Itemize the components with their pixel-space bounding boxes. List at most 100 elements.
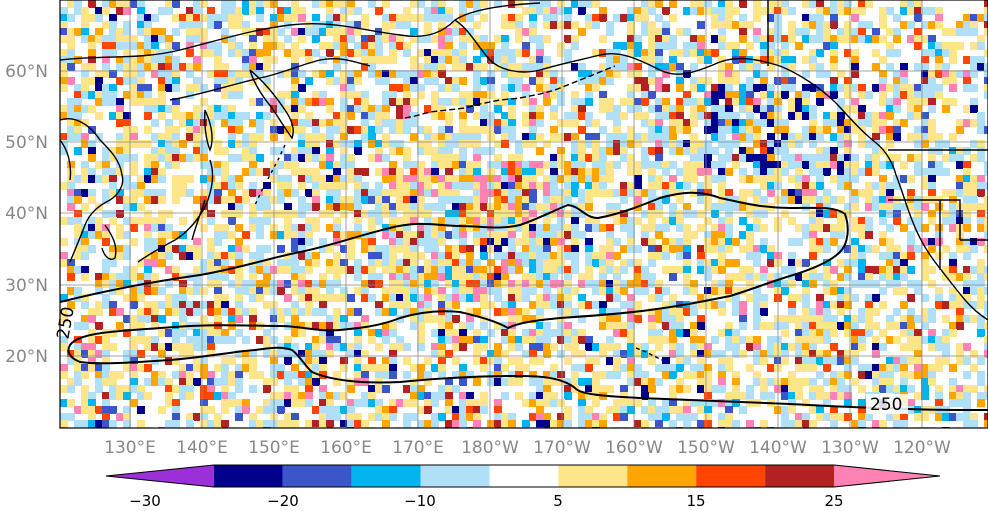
anomaly-cell (963, 70, 971, 78)
anomaly-cell (879, 378, 887, 386)
anomaly-cell (557, 294, 565, 302)
anomaly-cell (494, 378, 502, 386)
anomaly-cell (767, 252, 775, 260)
anomaly-cell (417, 126, 425, 134)
anomaly-cell (515, 28, 523, 36)
anomaly-cell (837, 168, 845, 176)
anomaly-cell (263, 203, 271, 211)
anomaly-cell (746, 336, 754, 344)
anomaly-cell (235, 252, 243, 260)
anomaly-cell (291, 252, 299, 260)
anomaly-cell (900, 266, 908, 274)
anomaly-cell (578, 7, 586, 15)
anomaly-cell (732, 119, 740, 127)
anomaly-cell (599, 273, 607, 281)
anomaly-cell (697, 252, 705, 260)
anomaly-cell (585, 140, 593, 148)
anomaly-cell (732, 196, 740, 204)
anomaly-cell (382, 245, 390, 253)
anomaly-cell (662, 42, 670, 50)
anomaly-cell (473, 182, 481, 190)
anomaly-cell (67, 378, 75, 386)
anomaly-cell (81, 168, 89, 176)
anomaly-cell (95, 231, 103, 239)
anomaly-cell (837, 133, 845, 141)
anomaly-cell (263, 0, 271, 8)
anomaly-cell (207, 259, 215, 267)
anomaly-cell (865, 196, 873, 204)
anomaly-cell (809, 231, 817, 239)
anomaly-cell (410, 98, 418, 106)
anomaly-cell (396, 217, 404, 225)
anomaly-cell (410, 196, 418, 204)
anomaly-cell (403, 154, 411, 162)
anomaly-cell (557, 399, 565, 407)
anomaly-cell (956, 238, 964, 246)
anomaly-cell (228, 280, 236, 288)
anomaly-cell (795, 168, 803, 176)
anomaly-cell (739, 273, 747, 281)
anomaly-cell (970, 245, 978, 253)
anomaly-cell (543, 287, 551, 295)
anomaly-cell (368, 154, 376, 162)
anomaly-cell (235, 119, 243, 127)
anomaly-cell (291, 315, 299, 323)
anomaly-cell (438, 329, 446, 337)
anomaly-cell (431, 154, 439, 162)
anomaly-cell (823, 28, 831, 36)
anomaly-cell (200, 385, 208, 393)
anomaly-cell (466, 126, 474, 134)
anomaly-cell (277, 189, 285, 197)
anomaly-cell (389, 294, 397, 302)
anomaly-cell (634, 350, 642, 358)
anomaly-cell (886, 413, 894, 421)
anomaly-cell (508, 154, 516, 162)
anomaly-cell (410, 238, 418, 246)
anomaly-cell (816, 98, 824, 106)
anomaly-cell (900, 203, 908, 211)
anomaly-cell (529, 77, 537, 85)
anomaly-cell (760, 161, 768, 169)
anomaly-cell (326, 189, 334, 197)
anomaly-cell (627, 357, 635, 365)
anomaly-cell (417, 140, 425, 148)
anomaly-cell (963, 238, 971, 246)
anomaly-cell (900, 413, 908, 421)
anomaly-cell (837, 322, 845, 330)
anomaly-cell (515, 49, 523, 57)
anomaly-cell (424, 49, 432, 57)
anomaly-cell (781, 91, 789, 99)
anomaly-cell (417, 161, 425, 169)
anomaly-cell (816, 49, 824, 57)
anomaly-cell (312, 140, 320, 148)
anomaly-cell (599, 161, 607, 169)
anomaly-cell (844, 294, 852, 302)
anomaly-cell (109, 287, 117, 295)
anomaly-cell (95, 133, 103, 141)
anomaly-cell (312, 364, 320, 372)
anomaly-cell (445, 315, 453, 323)
anomaly-cell (578, 0, 586, 8)
anomaly-cell (312, 168, 320, 176)
anomaly-cell (536, 273, 544, 281)
anomaly-cell (683, 147, 691, 155)
anomaly-cell (536, 399, 544, 407)
anomaly-cell (935, 399, 943, 407)
anomaly-cell (844, 21, 852, 29)
anomaly-cell (753, 133, 761, 141)
anomaly-cell (123, 175, 131, 183)
anomaly-cell (333, 203, 341, 211)
anomaly-cell (473, 308, 481, 316)
anomaly-cell (935, 42, 943, 50)
anomaly-cell (746, 189, 754, 197)
anomaly-cell (669, 210, 677, 218)
anomaly-cell (634, 266, 642, 274)
anomaly-cell (655, 161, 663, 169)
anomaly-cell (634, 280, 642, 288)
anomaly-cell (256, 168, 264, 176)
anomaly-cell (501, 336, 509, 344)
anomaly-cell (655, 119, 663, 127)
anomaly-cell (809, 105, 817, 113)
anomaly-cell (249, 308, 257, 316)
anomaly-cell (312, 35, 320, 43)
